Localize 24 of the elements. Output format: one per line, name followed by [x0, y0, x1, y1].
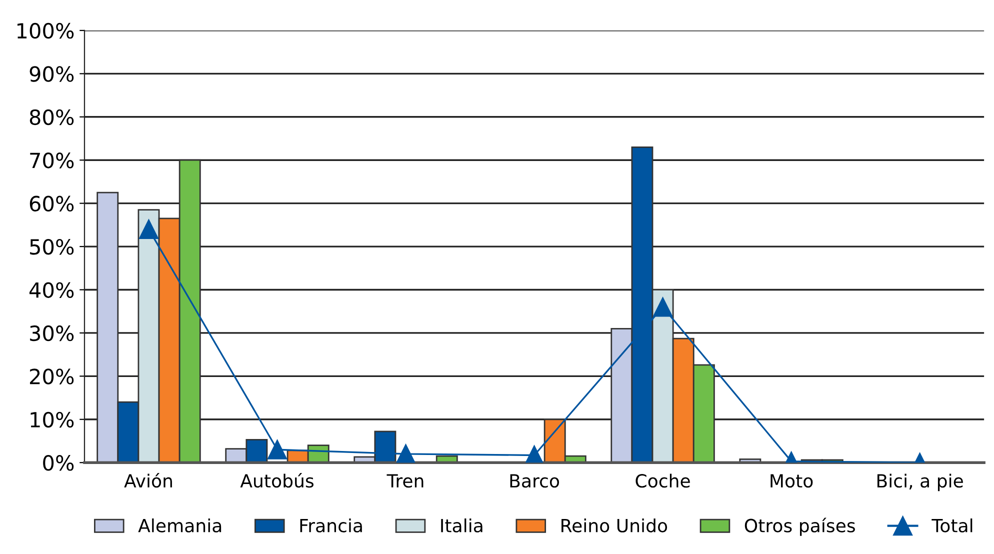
legend-label: Otros países: [744, 518, 855, 536]
legend-label: Reino Unido: [562, 518, 668, 532]
y-tick-label: 10%: [30, 412, 74, 428]
x-tick-label: Moto: [770, 474, 813, 488]
x-tick-label: Barco: [510, 474, 560, 488]
y-tick-label: 60%: [30, 196, 74, 212]
x-tick-label: Bici, a pie: [877, 474, 963, 492]
y-tick-label: 90%: [30, 66, 74, 82]
legend-label: Francia: [300, 518, 362, 532]
y-tick-label: 50%: [30, 238, 74, 255]
x-tick-label: Autobús: [240, 472, 314, 488]
x-tick-label: Coche: [636, 474, 690, 488]
legend-label: Italia: [441, 518, 482, 532]
x-tick-label: Tren: [386, 474, 424, 488]
y-tick-label: 80%: [30, 109, 74, 126]
y-tick-label: 0%: [43, 455, 74, 471]
y-tick-label: 70%: [30, 152, 74, 168]
y-tick-label: 40%: [29, 282, 74, 298]
x-tick-label: Avión: [124, 472, 172, 488]
y-tick-label: 20%: [30, 368, 74, 384]
legend-label: Alemania: [138, 518, 222, 532]
y-tick-label: 100%: [17, 22, 74, 39]
legend-label: Total: [932, 518, 972, 532]
y-tick-label: 30%: [30, 325, 74, 342]
